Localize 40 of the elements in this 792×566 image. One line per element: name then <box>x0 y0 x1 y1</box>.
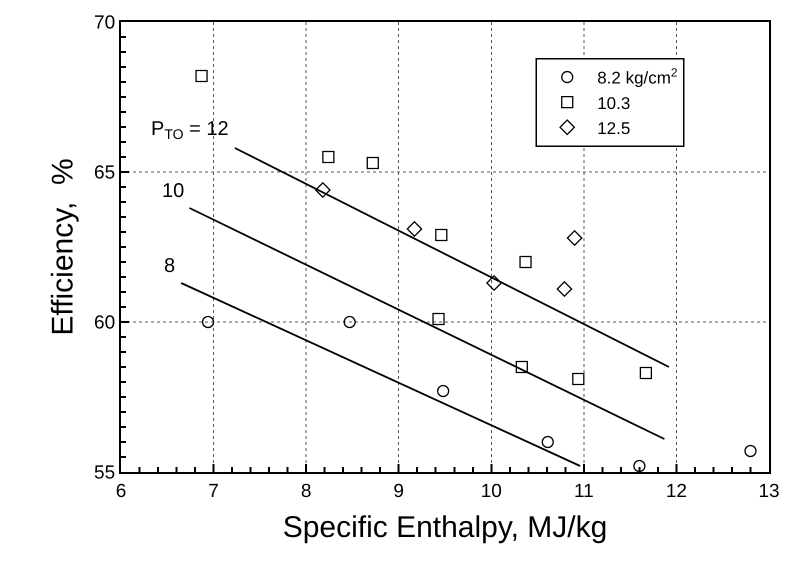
point <box>566 230 582 246</box>
point <box>633 460 646 472</box>
point <box>435 228 448 242</box>
point <box>640 366 652 380</box>
x-tick-label: 11 <box>574 480 594 502</box>
legend-label: 10.3 <box>597 94 630 113</box>
series-label: P$_{TO}$ = 12 <box>151 118 229 142</box>
point <box>202 316 214 328</box>
y-tick-label: 60 <box>94 312 116 334</box>
legend-label: 12.5 <box>597 118 630 138</box>
point <box>432 312 445 326</box>
y-tick-label: 55 <box>94 462 116 484</box>
point <box>486 275 502 291</box>
series-label: 8 <box>164 255 176 277</box>
point <box>406 221 422 237</box>
x-tick-label: 8 <box>300 480 312 502</box>
point <box>195 70 208 82</box>
legend-label: 8.2 kg/cm$^{2}$ <box>597 66 678 88</box>
point <box>556 281 572 297</box>
x-tick-label: 7 <box>208 480 219 502</box>
point <box>519 256 532 268</box>
series-label: 10 <box>162 180 184 202</box>
point <box>744 444 757 458</box>
point <box>437 384 450 398</box>
x-axis-title: Specific Enthalpy, MJ/kg <box>282 510 608 544</box>
point <box>516 360 528 374</box>
point <box>344 316 356 328</box>
point <box>572 372 584 386</box>
point <box>366 156 379 170</box>
x-tick-label: 6 <box>116 480 126 502</box>
x-tick-label: 9 <box>393 480 404 502</box>
point <box>322 150 335 164</box>
x-tick-label: 10 <box>480 480 502 502</box>
point <box>315 182 331 198</box>
point <box>542 436 554 448</box>
x-tick-label: 13 <box>758 480 780 502</box>
y-tick-label: 70 <box>94 12 116 34</box>
y-axis-title: Efficiency, % <box>46 158 80 336</box>
x-tick-label: 12 <box>666 480 687 502</box>
y-tick-label: 65 <box>94 162 116 184</box>
